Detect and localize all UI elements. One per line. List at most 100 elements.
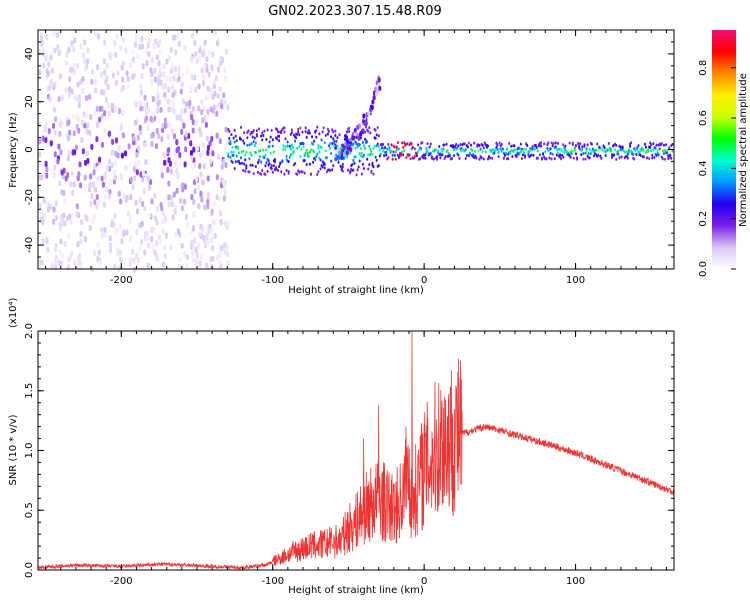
spectrogram-cell bbox=[276, 137, 279, 141]
spectrogram-cell bbox=[240, 156, 243, 160]
spectrogram-cell bbox=[88, 129, 92, 136]
spectrogram-cell bbox=[405, 155, 408, 159]
spectrogram-cell bbox=[359, 154, 362, 158]
spectrogram-cell bbox=[296, 172, 299, 176]
spectrogram-cell bbox=[201, 51, 205, 58]
spectrogram-cell bbox=[50, 263, 54, 270]
figure-title: GN02.2023.307.15.48.R09 bbox=[268, 4, 442, 19]
spectrogram-cell bbox=[590, 142, 593, 146]
spectrogram-cell bbox=[246, 143, 249, 147]
spectrogram-cell bbox=[58, 221, 62, 228]
spectrogram-cell bbox=[647, 150, 650, 154]
spectrogram-cell bbox=[90, 78, 94, 85]
spectrogram-cell bbox=[374, 155, 377, 159]
spectrogram-cell bbox=[139, 238, 143, 245]
spectrogram-cell bbox=[332, 137, 335, 141]
spectrogram-cell bbox=[206, 175, 210, 182]
spectrogram-cell bbox=[210, 135, 214, 142]
spectrogram-cell bbox=[74, 144, 78, 151]
spectrogram-cell bbox=[253, 136, 256, 140]
spectrogram-cell bbox=[131, 184, 135, 191]
spectrogram-cell bbox=[163, 92, 167, 99]
spectrogram-cell bbox=[173, 149, 177, 156]
spectrogram-cell bbox=[49, 79, 53, 86]
spectrogram-cell bbox=[385, 151, 388, 155]
spectrogram-cell bbox=[164, 216, 168, 223]
spectrogram-cell bbox=[599, 146, 602, 150]
spectrogram-cell bbox=[424, 156, 427, 160]
spectrogram-cell bbox=[185, 68, 189, 75]
spectrogram-cell bbox=[83, 122, 87, 129]
spectrogram-cell bbox=[89, 200, 93, 207]
spectrogram-cell bbox=[88, 224, 92, 231]
spectrogram-cell bbox=[199, 223, 203, 230]
spectrogram-cell bbox=[67, 135, 71, 142]
spectrogram-cell bbox=[145, 60, 149, 67]
spectrogram-cell bbox=[441, 149, 444, 153]
spectrogram-cell bbox=[127, 143, 131, 150]
spectrogram-cell bbox=[66, 155, 70, 162]
spectrogram-cell bbox=[376, 142, 379, 146]
spectrogram-cell bbox=[146, 242, 150, 249]
spectrogram-cell bbox=[150, 71, 154, 78]
spectrogram-y-ticks: -40 -20 0 20 40 bbox=[24, 29, 674, 270]
spectrogram-cell bbox=[177, 65, 181, 72]
spectrogram-cell bbox=[576, 156, 579, 160]
spectrogram-cell bbox=[234, 134, 237, 138]
spectrogram-cell bbox=[370, 150, 373, 154]
spectrogram-cell bbox=[270, 128, 273, 132]
spectrogram-cell bbox=[260, 160, 263, 164]
spectrogram-cell bbox=[330, 151, 333, 155]
spectrogram-cell bbox=[113, 263, 117, 270]
spectrogram-cell bbox=[403, 148, 406, 152]
spectrogram-cell bbox=[225, 48, 229, 55]
spectrogram-cell bbox=[478, 143, 481, 147]
spectrogram-cell bbox=[583, 144, 586, 148]
spectrogram-cell bbox=[223, 98, 227, 105]
spectrogram-cell bbox=[377, 134, 380, 138]
spectrogram-cell bbox=[395, 145, 398, 149]
spectrogram-cell bbox=[99, 71, 103, 78]
spectrogram-cell bbox=[100, 141, 104, 148]
spectrogram-cell bbox=[206, 191, 210, 198]
spectrogram-cell bbox=[153, 67, 157, 74]
spectrogram-cell bbox=[173, 133, 177, 140]
spectrogram-cell bbox=[444, 154, 447, 158]
spectrogram-cell bbox=[441, 153, 444, 157]
spectrogram-cell bbox=[134, 119, 138, 126]
spectrogram-cell bbox=[97, 33, 101, 40]
spectrogram-cell bbox=[285, 154, 288, 158]
spectrogram-cell bbox=[467, 141, 470, 145]
spectrogram-cell bbox=[129, 256, 133, 263]
spectrogram-cell bbox=[52, 122, 56, 129]
spectrogram-cell bbox=[179, 88, 183, 95]
spectrogram-cell bbox=[385, 153, 388, 157]
spectrogram-cell bbox=[81, 148, 85, 155]
spectrogram-cell bbox=[161, 218, 165, 225]
spectrogram-cell bbox=[560, 157, 563, 161]
spectrogram-cell bbox=[396, 141, 399, 145]
spectrogram-cell bbox=[329, 169, 332, 173]
spectrogram-cell bbox=[163, 82, 167, 89]
spectrogram-cell bbox=[67, 46, 71, 53]
spectrogram-cell bbox=[273, 168, 276, 172]
spectrogram-cell bbox=[563, 150, 566, 154]
spectrogram-cell bbox=[55, 31, 59, 38]
spectrogram-cell bbox=[280, 170, 283, 174]
spectrogram-cell bbox=[493, 151, 496, 155]
spectrogram-cell bbox=[554, 145, 557, 149]
spectrogram-cell bbox=[95, 203, 99, 210]
spectrogram-cell bbox=[107, 130, 111, 137]
spectrogram-cell bbox=[94, 87, 98, 94]
spectrogram-cell bbox=[600, 156, 603, 160]
spectrogram-cell bbox=[67, 256, 71, 263]
spectrogram-cell bbox=[73, 37, 77, 44]
spectrogram-cell bbox=[390, 149, 393, 153]
spectrogram-cell bbox=[436, 157, 439, 161]
spectrogram-cell bbox=[491, 156, 494, 160]
spectrogram-cell bbox=[199, 190, 203, 197]
spectrogram-cell bbox=[205, 56, 209, 63]
spectrogram-cell bbox=[143, 94, 147, 101]
spectrogram-cell bbox=[144, 159, 148, 166]
colorbar-tick-label: 0.6 bbox=[698, 110, 709, 126]
